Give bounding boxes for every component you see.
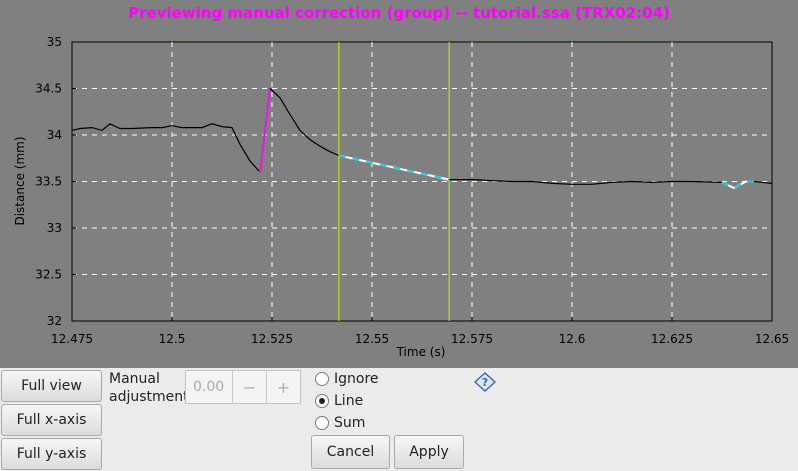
trace-line — [753, 180, 773, 184]
y-axis-label: Distance (mm) — [13, 136, 27, 225]
svg-text:?: ? — [482, 376, 488, 389]
increment-button[interactable]: + — [266, 371, 300, 403]
radio-line[interactable] — [315, 394, 329, 408]
y-tick-label: 35 — [47, 35, 62, 49]
y-tick-label: 33.5 — [35, 175, 62, 189]
x-axis-label: Time (s) — [396, 345, 446, 359]
y-tick-label: 34.5 — [35, 82, 62, 96]
radio-sum-option[interactable]: Sum — [315, 415, 365, 431]
y-tick-label: 32 — [47, 314, 62, 328]
help-question-icon[interactable]: ? — [474, 372, 496, 392]
trace-line — [269, 88, 340, 157]
manual-adjustment-spinner[interactable]: 0.00 − + — [185, 370, 301, 404]
cancel-button[interactable]: Cancel — [311, 435, 390, 469]
radio-sum[interactable] — [315, 416, 329, 430]
plot-area[interactable]: Previewing manual correction (group) -- … — [0, 0, 798, 368]
full-y-axis-button[interactable]: Full y-axis — [1, 438, 102, 470]
x-tick-label: 12.625 — [651, 332, 693, 346]
x-tick-label: 12.475 — [51, 332, 93, 346]
x-tick-label: 12.65 — [755, 332, 789, 346]
x-tick-label: 12.525 — [251, 332, 293, 346]
radio-ignore-option[interactable]: Ignore — [315, 371, 379, 387]
x-tick-label: 12.55 — [355, 332, 389, 346]
decrement-button[interactable]: − — [232, 371, 266, 403]
y-tick-label: 32.5 — [35, 268, 62, 282]
x-tick-label: 12.575 — [451, 332, 493, 346]
manual-adjustment-label-line2: adjustment — [109, 389, 189, 405]
manual-adjustment-input[interactable]: 0.00 — [193, 379, 225, 395]
trace-line — [449, 179, 723, 185]
x-tick-label: 12.6 — [559, 332, 586, 346]
y-tick-label: 34 — [47, 128, 62, 142]
radio-sum-label: Sum — [334, 415, 366, 431]
radio-ignore-label: Ignore — [334, 371, 379, 387]
window-title: Previewing manual correction (group) -- … — [128, 4, 670, 22]
correction-segment — [258, 88, 272, 173]
trace-line — [71, 123, 261, 173]
x-tick-label: 12.5 — [159, 332, 186, 346]
radio-line-option[interactable]: Line — [315, 393, 363, 409]
radio-ignore[interactable] — [315, 372, 329, 386]
manual-adjustment-label-line1: Manual — [109, 371, 160, 387]
full-view-button[interactable]: Full view — [1, 370, 102, 402]
y-tick-label: 33 — [47, 221, 62, 235]
chart[interactable]: Previewing manual correction (group) -- … — [0, 0, 798, 368]
full-x-axis-button[interactable]: Full x-axis — [1, 404, 102, 436]
preview-segment — [721, 180, 754, 190]
apply-button[interactable]: Apply — [394, 435, 464, 469]
radio-line-label: Line — [334, 393, 364, 409]
preview-segment — [338, 154, 450, 181]
